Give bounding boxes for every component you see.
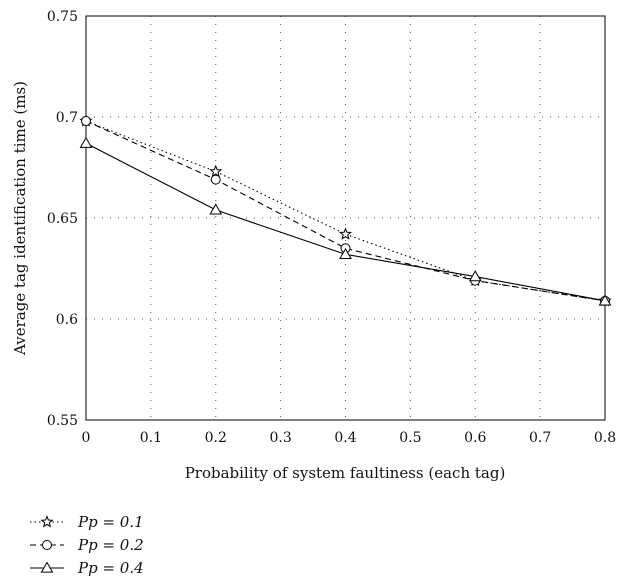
y-axis-label: Average tag identification time (ms) [11, 81, 29, 356]
legend-marker-circle [42, 540, 52, 550]
legend-label: Pp = 0.2 [77, 536, 144, 554]
grid-lines [86, 16, 605, 420]
x-tick-label: 0.4 [334, 430, 356, 446]
x-tick-label: 0.5 [399, 430, 421, 446]
x-tick-label: 0.6 [464, 430, 486, 446]
y-tick-label: 0.55 [47, 413, 78, 429]
x-tick-label: 0 [82, 430, 91, 446]
x-tick-label: 0.3 [269, 430, 291, 446]
series-star [79, 114, 612, 307]
y-tick-label: 0.6 [56, 312, 78, 328]
series-line [85, 120, 606, 302]
data-point-triangle [79, 136, 93, 148]
x-tick-label: 0.7 [529, 430, 551, 446]
data-point-triangle [598, 294, 612, 306]
x-axis-label: Probability of system faultiness (each t… [185, 464, 506, 482]
legend-label: Pp = 0.4 [77, 559, 144, 577]
legend-marker-star [40, 515, 54, 528]
data-point-star [209, 164, 223, 178]
x-tick-label: 0.1 [140, 430, 162, 446]
data-point-triangle [468, 270, 482, 282]
data-point-star [338, 227, 353, 240]
legend-marker-triangle [40, 561, 54, 573]
plot-frame [85, 15, 606, 421]
axis-ticks: 0 0.1 0.2 0.3 0.4 0.5 0.6 0.7 0.8 0.55 0.6 0.65 0.7 0… [47, 9, 616, 446]
y-tick-label: 0.7 [56, 110, 78, 126]
series-layer [79, 114, 612, 307]
legend-label: Pp = 0.1 [77, 513, 144, 531]
data-point-circle [81, 116, 91, 127]
series-triangle [79, 136, 612, 306]
series-line [85, 142, 606, 302]
data-point-triangle [209, 203, 223, 215]
legend: Pp = 0.1 Pp = 0.2 Pp = 0.4 [30, 513, 144, 577]
y-tick-label: 0.65 [47, 211, 78, 227]
x-tick-label: 0.8 [594, 430, 616, 446]
data-point-triangle [339, 247, 352, 259]
series-line [85, 120, 606, 302]
data-point-circle [210, 174, 221, 185]
y-tick-label: 0.75 [47, 9, 78, 25]
x-tick-label: 0.2 [205, 430, 227, 446]
